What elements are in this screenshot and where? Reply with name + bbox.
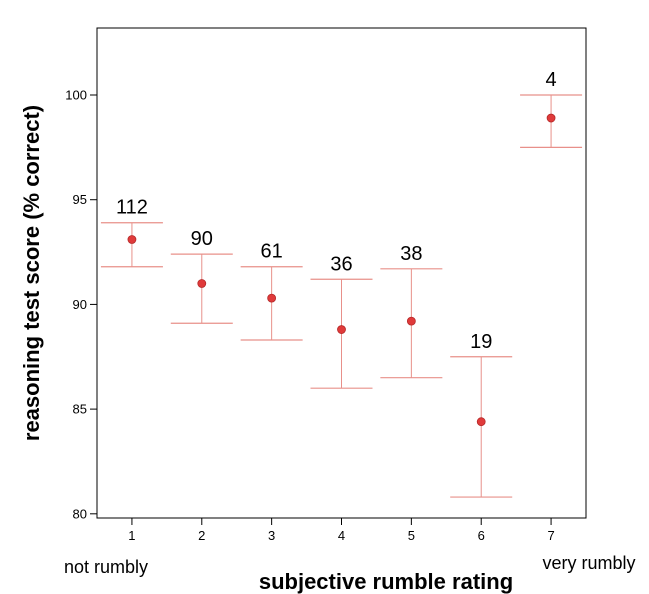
x-axis-right-end-label: very rumbly <box>542 553 635 573</box>
point-group-6: 19 <box>450 331 513 498</box>
count-label-4: 36 <box>330 253 352 275</box>
x-tick-label-3: 3 <box>268 528 275 543</box>
x-tick-label-4: 4 <box>338 528 345 543</box>
count-label-3: 61 <box>261 241 283 263</box>
count-label-5: 38 <box>400 243 422 265</box>
point-group-7: 4 <box>520 69 583 148</box>
point-group-5: 38 <box>380 243 443 379</box>
point-group-2: 90 <box>170 228 233 324</box>
x-axis-left-end-label: not rumbly <box>64 557 148 577</box>
mean-marker-7 <box>546 113 556 123</box>
point-group-1: 112 <box>100 197 163 268</box>
x-tick-label-7: 7 <box>547 528 554 543</box>
mean-marker-3 <box>267 293 277 303</box>
mean-marker-6 <box>476 417 486 427</box>
mean-marker-1 <box>127 235 137 244</box>
x-tick-label-6: 6 <box>478 528 485 543</box>
count-label-6: 19 <box>470 331 492 353</box>
y-tick-label-95: 95 <box>73 192 87 207</box>
y-tick-label-100: 100 <box>65 88 87 103</box>
y-axis: 80 85 90 95 100 <box>65 88 97 521</box>
count-label-2: 90 <box>191 228 213 250</box>
count-label-7: 4 <box>546 69 557 91</box>
y-tick-label-85: 85 <box>73 402 87 417</box>
point-group-4: 36 <box>310 253 373 389</box>
count-label-1: 112 <box>116 197 148 219</box>
y-tick-label-90: 90 <box>73 297 87 312</box>
x-axis-title: subjective rumble rating <box>259 569 513 594</box>
y-axis-title: reasoning test score (% correct) <box>19 105 44 441</box>
mean-marker-5 <box>406 316 416 326</box>
mean-marker-4 <box>337 325 346 334</box>
x-tick-label-5: 5 <box>408 528 415 543</box>
x-tick-label-1: 1 <box>128 528 135 543</box>
y-tick-label-80: 80 <box>73 506 87 521</box>
data-points: 112 90 61 36 38 19 4 <box>100 69 583 498</box>
point-group-3: 61 <box>240 241 303 341</box>
x-tick-label-2: 2 <box>198 528 205 543</box>
x-axis: 1 2 3 4 5 6 7 <box>128 518 555 543</box>
mean-marker-2 <box>197 279 207 288</box>
